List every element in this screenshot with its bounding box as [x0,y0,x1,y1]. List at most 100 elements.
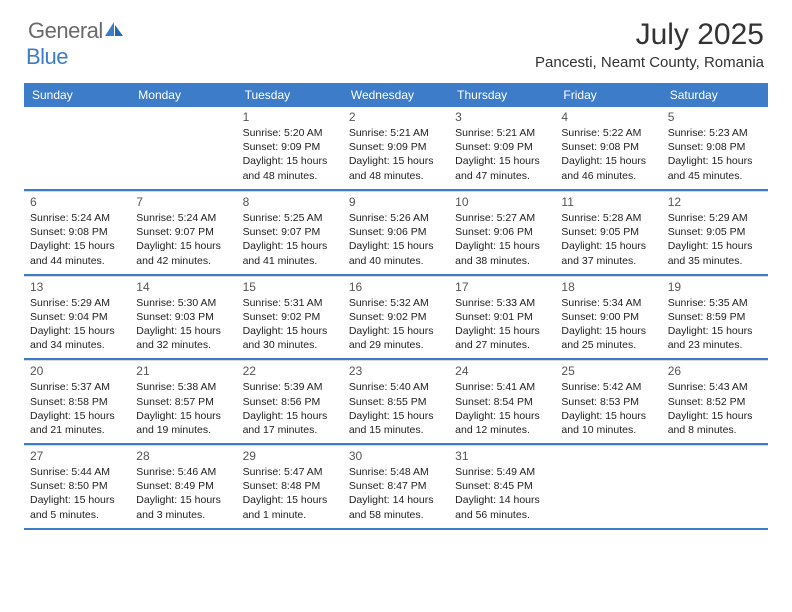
cell-line: Sunrise: 5:25 AM [243,211,337,225]
cell-line: Sunrise: 5:40 AM [349,380,443,394]
cell-line: Daylight: 15 hours [561,409,655,423]
cell-line: Sunset: 9:00 PM [561,310,655,324]
cell-line: Sunrise: 5:29 AM [668,211,762,225]
cell-line: Sunrise: 5:38 AM [136,380,230,394]
calendar-cell: 16Sunrise: 5:32 AMSunset: 9:02 PMDayligh… [343,276,449,359]
cell-line: Sunrise: 5:32 AM [349,296,443,310]
calendar-cell: 23Sunrise: 5:40 AMSunset: 8:55 PMDayligh… [343,360,449,443]
cell-line: Daylight: 15 hours [30,493,124,507]
cell-line: Sunset: 8:53 PM [561,395,655,409]
cell-line: Daylight: 15 hours [243,239,337,253]
cell-line: Sunset: 9:03 PM [136,310,230,324]
cell-line: Sunset: 9:08 PM [668,140,762,154]
day-number: 20 [30,364,124,378]
cell-line: Sunrise: 5:29 AM [30,296,124,310]
cell-line: Sunrise: 5:26 AM [349,211,443,225]
day-header: Friday [555,83,661,107]
cell-line: Sunset: 8:59 PM [668,310,762,324]
cell-line: and 10 minutes. [561,423,655,437]
cell-line: and 5 minutes. [30,508,124,522]
calendar-cell: 17Sunrise: 5:33 AMSunset: 9:01 PMDayligh… [449,276,555,359]
calendar-cell: 10Sunrise: 5:27 AMSunset: 9:06 PMDayligh… [449,191,555,274]
day-number: 21 [136,364,230,378]
day-number: 10 [455,195,549,209]
cell-line: Sunset: 8:52 PM [668,395,762,409]
cell-line: Daylight: 15 hours [243,324,337,338]
cell-line: and 35 minutes. [668,254,762,268]
cell-line: Sunrise: 5:33 AM [455,296,549,310]
day-number: 19 [668,280,762,294]
day-number: 4 [561,110,655,124]
cell-line: and 48 minutes. [349,169,443,183]
cell-line: and 44 minutes. [30,254,124,268]
cell-line: and 30 minutes. [243,338,337,352]
cell-line: and 27 minutes. [455,338,549,352]
cell-line: Sunrise: 5:24 AM [136,211,230,225]
cell-line: Sunrise: 5:39 AM [243,380,337,394]
calendar-cell: 4Sunrise: 5:22 AMSunset: 9:08 PMDaylight… [555,107,661,189]
calendar-cell-empty [662,445,768,528]
header: General Blue July 2025 Pancesti, Neamt C… [0,0,792,77]
day-number: 18 [561,280,655,294]
cell-line: Sunset: 9:07 PM [243,225,337,239]
calendar-cell: 2Sunrise: 5:21 AMSunset: 9:09 PMDaylight… [343,107,449,189]
cell-line: and 32 minutes. [136,338,230,352]
cell-line: Sunrise: 5:21 AM [349,126,443,140]
cell-line: Sunrise: 5:37 AM [30,380,124,394]
cell-line: Daylight: 15 hours [30,324,124,338]
day-number: 6 [30,195,124,209]
day-number: 9 [349,195,443,209]
logo-sail-icon [105,22,125,38]
cell-line: Daylight: 15 hours [136,239,230,253]
cell-line: Sunset: 8:55 PM [349,395,443,409]
cell-line: Sunset: 9:05 PM [668,225,762,239]
calendar-cell: 19Sunrise: 5:35 AMSunset: 8:59 PMDayligh… [662,276,768,359]
cell-line: Sunset: 8:47 PM [349,479,443,493]
cell-line: Daylight: 15 hours [668,239,762,253]
day-header: Saturday [662,83,768,107]
cell-line: Sunrise: 5:48 AM [349,465,443,479]
calendar-cell: 9Sunrise: 5:26 AMSunset: 9:06 PMDaylight… [343,191,449,274]
calendar-cell: 21Sunrise: 5:38 AMSunset: 8:57 PMDayligh… [130,360,236,443]
cell-line: and 3 minutes. [136,508,230,522]
cell-line: Sunset: 9:04 PM [30,310,124,324]
cell-line: Daylight: 15 hours [30,239,124,253]
cell-line: and 23 minutes. [668,338,762,352]
cell-line: and 37 minutes. [561,254,655,268]
cell-line: Daylight: 15 hours [455,324,549,338]
cell-line: Daylight: 15 hours [455,409,549,423]
day-number: 7 [136,195,230,209]
day-number: 5 [668,110,762,124]
cell-line: Daylight: 15 hours [136,493,230,507]
cell-line: Daylight: 15 hours [561,239,655,253]
cell-line: Sunrise: 5:34 AM [561,296,655,310]
cell-line: and 47 minutes. [455,169,549,183]
cell-line: Sunrise: 5:30 AM [136,296,230,310]
cell-line: Sunrise: 5:27 AM [455,211,549,225]
cell-line: Sunset: 9:08 PM [561,140,655,154]
cell-line: and 41 minutes. [243,254,337,268]
cell-line: Sunrise: 5:24 AM [30,211,124,225]
cell-line: Sunset: 9:05 PM [561,225,655,239]
day-header: Thursday [449,83,555,107]
cell-line: and 1 minute. [243,508,337,522]
cell-line: Sunrise: 5:41 AM [455,380,549,394]
calendar-cell: 14Sunrise: 5:30 AMSunset: 9:03 PMDayligh… [130,276,236,359]
cell-line: Sunset: 9:02 PM [243,310,337,324]
cell-line: Sunset: 8:49 PM [136,479,230,493]
day-number: 13 [30,280,124,294]
calendar-cell: 31Sunrise: 5:49 AMSunset: 8:45 PMDayligh… [449,445,555,528]
day-number: 12 [668,195,762,209]
cell-line: and 25 minutes. [561,338,655,352]
cell-line: Sunrise: 5:23 AM [668,126,762,140]
calendar-cell: 20Sunrise: 5:37 AMSunset: 8:58 PMDayligh… [24,360,130,443]
calendar-cell: 18Sunrise: 5:34 AMSunset: 9:00 PMDayligh… [555,276,661,359]
cell-line: Sunset: 8:54 PM [455,395,549,409]
cell-line: and 34 minutes. [30,338,124,352]
day-number: 26 [668,364,762,378]
cell-line: Sunrise: 5:31 AM [243,296,337,310]
cell-line: Sunrise: 5:49 AM [455,465,549,479]
cell-line: and 40 minutes. [349,254,443,268]
cell-line: Sunset: 9:02 PM [349,310,443,324]
cell-line: and 19 minutes. [136,423,230,437]
